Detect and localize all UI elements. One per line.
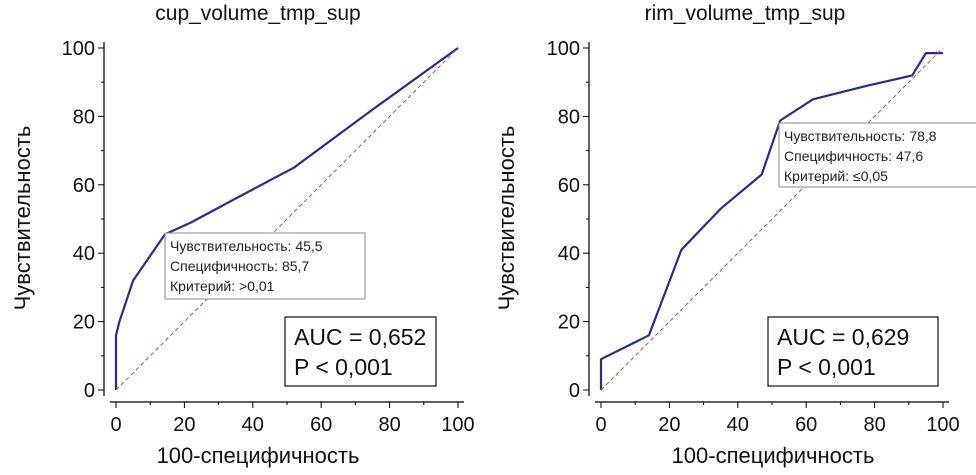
chart1-title: cup_volume_tmp_sup [155,2,360,25]
chart2-y-tick-label-0: 0 [569,380,580,402]
chart2-x-tick-label-100: 100 [926,414,959,436]
chart2-y-tick-label-100: 100 [547,38,580,60]
chart2-x-tick-label-40: 40 [727,414,749,436]
chart2-annotation-box [778,122,976,188]
chart1-reference-line [115,47,459,391]
chart1-y-tick-label-100: 100 [62,38,95,60]
chart2-roc-curve [599,51,943,390]
chart2-annotation-line-3: Критерий: ≤0,05 [784,168,888,184]
chart2-y-axis-label: Чувствительность [494,126,519,311]
chart2-x-tick-label-0: 0 [595,414,606,436]
chart1-annotation-box [164,232,366,300]
chart1-annotation-line-2: Специфичность: 85,7 [170,258,309,274]
chart1-y-tick-label-20: 20 [73,312,95,334]
chart2-y-tick-label-20: 20 [558,312,580,334]
chart1-x-tick-label-60: 60 [310,414,332,436]
chart1-y-tick-label-0: 0 [84,380,95,402]
chart1-annotation-line-1: Чувствительность: 45,5 [170,238,323,254]
chart2-x-tick-label-80: 80 [863,414,885,436]
chart1-x-tick-label-80: 80 [378,414,400,436]
chart1-y-tick-label-80: 80 [73,106,95,128]
chart1-x-axis-label: 100-специфичность [157,443,360,468]
chart1-p-value: P < 0,001 [294,354,393,380]
chart2-y-tick-label-40: 40 [558,243,580,265]
chart1-y-axis-label: Чувствительность [10,126,35,311]
chart1-auc-value: AUC = 0,652 [294,324,426,350]
chart1: cup_volume_tmp_sup 0 20 40 60 80 100 0 20 40 60 80 1… [10,2,475,468]
chart2-x-tick-label-60: 60 [795,414,817,436]
chart2-p-value: P < 0,001 [777,354,876,380]
chart2-title: rim_volume_tmp_sup [645,2,846,25]
chart1-y-tick-label-60: 60 [73,175,95,197]
chart1-x-tick-label-100: 100 [441,414,474,436]
chart2-annotation-line-1: Чувствительность: 78,8 [784,128,937,144]
chart1-y-tick-label-40: 40 [73,243,95,265]
chart1-x-tick-label-20: 20 [173,414,195,436]
chart1-x-tick-label-0: 0 [110,414,121,436]
chart2-y-tick-label-80: 80 [558,106,580,128]
chart2-reference-line [600,47,944,391]
chart1-annotation-line-3: Критерий: >0,01 [170,278,275,294]
chart2-x-axis-label: 100-специфичность [672,443,875,468]
chart2: rim_volume_tmp_sup 0 20 40 60 80 100 0 20 40 60 80 1… [494,2,976,468]
chart1-x-tick-label-40: 40 [242,414,264,436]
chart1-auc-box [284,316,437,387]
chart2-x-tick-label-20: 20 [658,414,680,436]
chart2-annotation-line-2: Специфичность: 47,6 [784,148,923,164]
chart1-roc-curve [114,47,459,390]
chart2-auc-value: AUC = 0,629 [777,324,909,350]
chart2-auc-box [767,316,939,387]
chart2-y-tick-label-60: 60 [558,175,580,197]
